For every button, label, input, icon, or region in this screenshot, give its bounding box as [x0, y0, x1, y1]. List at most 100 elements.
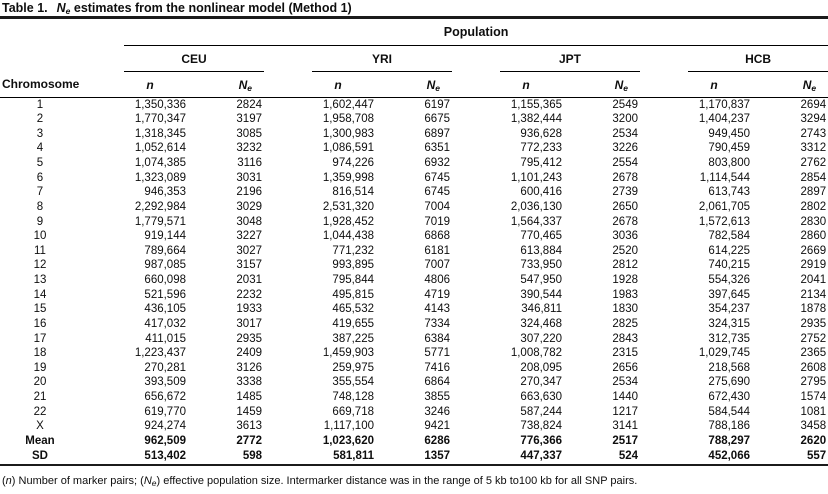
- column-spacer: [640, 274, 688, 289]
- ne-value-cell: 1440: [612, 391, 638, 404]
- ne-column-header-yri: Ne: [404, 72, 452, 98]
- chromosome-cell: 3: [36, 127, 44, 140]
- chromosome-cell: 22: [33, 405, 47, 418]
- column-spacer: [264, 244, 312, 259]
- n-value-cell: 1,958,708: [322, 113, 374, 126]
- ne-value-cell: 1983: [612, 288, 638, 301]
- column-spacer: [452, 113, 500, 128]
- column-spacer: [264, 317, 312, 332]
- population-spanner-header: Population: [124, 18, 828, 46]
- n-value-cell: 513,402: [144, 449, 186, 462]
- column-spacer: [264, 171, 312, 186]
- column-spacer: [264, 274, 312, 289]
- column-spacer: [640, 157, 688, 172]
- column-spacer: [452, 157, 500, 172]
- n-value-cell: 949,450: [708, 127, 750, 140]
- ne-value-cell: 1878: [800, 303, 827, 316]
- ne-value-cell: 2549: [592, 96, 640, 113]
- n-value-cell: 390,544: [520, 288, 562, 301]
- n-value-cell: 436,105: [144, 303, 186, 316]
- ne-column-header-ceu: Ne: [216, 72, 264, 98]
- ne-value-cell: 3027: [236, 244, 262, 257]
- n-value-cell: 1,350,336: [124, 96, 216, 113]
- column-spacer: [640, 347, 688, 362]
- n-value-cell: 417,032: [144, 317, 186, 330]
- table-row: 13 660,098 2031 795,844 4806 547,950 1928 554,3…: [0, 274, 828, 289]
- n-value-cell: 919,144: [144, 230, 186, 243]
- chromosome-cell: 9: [36, 215, 44, 228]
- column-spacer: [264, 157, 312, 172]
- column-spacer: [452, 288, 500, 303]
- column-spacer: [452, 332, 500, 347]
- chromosome-cell: 18: [33, 347, 47, 360]
- group-header-hcb: HCB: [688, 45, 828, 72]
- ne-value-cell: 2739: [612, 186, 638, 199]
- footnote-n-symbol: n: [5, 474, 12, 487]
- column-spacer: [264, 142, 312, 157]
- column-spacer: [452, 420, 500, 435]
- chromosome-cell: 14: [33, 288, 47, 301]
- ne-value-cell: 7019: [424, 215, 450, 228]
- n-value-cell: 1,770,347: [134, 113, 186, 126]
- n-value-cell: 803,800: [708, 157, 750, 170]
- chromosome-cell: 12: [33, 259, 47, 272]
- n-value-cell: 465,532: [332, 303, 374, 316]
- n-value-cell: 1,359,998: [322, 171, 374, 184]
- ne-value-cell: 2134: [800, 288, 827, 301]
- ne-value-cell: 2762: [800, 157, 827, 170]
- ne-subscript: e: [247, 82, 252, 93]
- table-row: X 924,274 3613 1,117,100 9421 738,824 3141 788,…: [0, 420, 828, 435]
- column-spacer: [452, 317, 500, 332]
- ne-value-cell: 2935: [236, 332, 262, 345]
- chromosome-cell: 1: [0, 96, 124, 113]
- ne-value-cell: 6181: [424, 244, 450, 257]
- ne-value-cell: 2196: [236, 186, 262, 199]
- n-value-cell: 1,117,100: [323, 420, 374, 433]
- footnote-text: (: [2, 474, 6, 487]
- table-header: Chromosome Population CEU YRI JPT HCB n …: [0, 18, 828, 98]
- ne-value-cell: 2678: [612, 171, 638, 184]
- footnote-text: ) effective population size. Intermarker…: [156, 474, 638, 487]
- footnote-ne-subscript: e: [151, 477, 157, 488]
- table-row: 5 1,074,385 3116 974,226 6932 795,412 2554 803,…: [0, 157, 828, 172]
- column-spacer: [452, 303, 500, 318]
- table-row: 15 436,105 1933 465,532 4143 346,811 1830 354,2…: [0, 303, 828, 318]
- n-value-cell: 663,630: [520, 391, 562, 404]
- ne-symbol: N: [802, 77, 812, 92]
- n-value-cell: 397,645: [708, 288, 750, 301]
- column-spacer: [452, 434, 500, 449]
- table-row: 2 1,770,347 3197 1,958,708 6675 1,382,444 3200…: [0, 113, 828, 128]
- table-row: 18 1,223,437 2409 1,459,903 5771 1,008,782 231…: [0, 347, 828, 362]
- ne-value-cell: 2520: [612, 244, 638, 257]
- ne-value-cell: 3312: [800, 142, 827, 155]
- table-number-label: Table 1.: [2, 1, 48, 15]
- column-spacer: [452, 200, 500, 215]
- ne-value-cell: 3855: [424, 391, 450, 404]
- column-spacer: [640, 303, 688, 318]
- column-spacer: [640, 171, 688, 186]
- ne-value-cell: 1357: [424, 449, 450, 462]
- column-spacer: [452, 376, 500, 391]
- ne-value-cell: 2315: [612, 347, 638, 360]
- column-spacer: [264, 303, 312, 318]
- table-row: SD 513,402 598 581,811 1357 447,337 524 452,066…: [0, 449, 828, 464]
- column-spacer: [640, 127, 688, 142]
- table-row: 11 789,664 3027 771,232 6181 613,884 2520 614,2…: [0, 244, 828, 259]
- ne-value-cell: 2919: [800, 259, 827, 272]
- ne-value-cell: 3157: [236, 259, 262, 272]
- n-value-cell: 614,225: [708, 244, 750, 257]
- ne-value-cell: 2534: [612, 376, 638, 389]
- column-spacer: [452, 361, 500, 376]
- table-footnote: (n) Number of marker pairs; (Ne) effecti…: [0, 466, 828, 488]
- n-value-cell: 393,509: [144, 376, 186, 389]
- n-value-cell: 2,292,984: [134, 200, 186, 213]
- ne-value-cell: 2825: [612, 317, 638, 330]
- ne-value-cell: 2656: [612, 361, 638, 374]
- column-spacer: [264, 113, 312, 128]
- ne-value-cell: 2795: [800, 376, 827, 389]
- ne-value-cell: 6351: [424, 142, 450, 155]
- ne-value-cell: 3031: [236, 171, 262, 184]
- n-value-cell: 660,098: [144, 274, 186, 287]
- ne-value-cell: 2935: [800, 317, 827, 330]
- n-value-cell: 987,085: [144, 259, 186, 272]
